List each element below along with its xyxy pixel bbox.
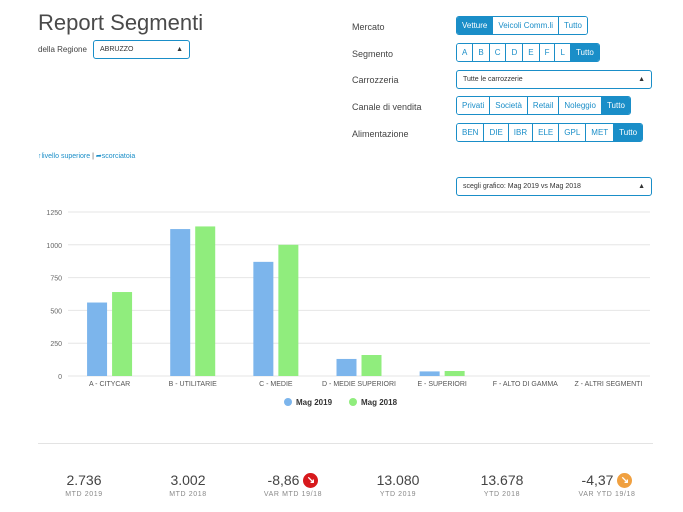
region-select[interactable]: ABRUZZO ▲︎: [93, 40, 190, 59]
carrozzeria-select[interactable]: Tutte le carrozzerie ▲︎: [456, 70, 652, 89]
chart-type-select-value: scegli grafico: Mag 2019 vs Mag 2018: [463, 183, 581, 190]
x-tick-label: B - UTILITARIE: [169, 381, 217, 388]
alimentazione-option-die[interactable]: DIE: [484, 124, 509, 141]
legend-marker: [349, 398, 357, 406]
x-tick-label: C - MEDIE: [259, 381, 293, 388]
chevron-updown-icon: ▲︎: [638, 183, 645, 190]
segmento-option-e[interactable]: E: [523, 44, 540, 61]
kpi-value: 3.002: [170, 472, 206, 488]
segmento-option-f[interactable]: F: [539, 44, 556, 61]
alimentazione-option-ben[interactable]: BEN: [457, 124, 485, 141]
alimentazione-option-tutto[interactable]: Tutto: [614, 124, 643, 141]
segmento-option-b[interactable]: B: [473, 44, 490, 61]
kpi-ytd-2018: 13.678 YTD 2018: [452, 472, 552, 498]
kpi-label: MTD 2018: [169, 491, 207, 498]
share-icon: ➦: [95, 153, 102, 160]
bar-mag-2019: [253, 261, 274, 376]
kpi-mtd-2018: 3.002 MTD 2018: [138, 472, 238, 498]
legend-label: Mag 2019: [296, 398, 333, 407]
mercato-option-tutto[interactable]: Tutto: [559, 17, 587, 34]
filter-label-mercato: Mercato: [352, 22, 385, 32]
filter-label-alimentazione: Alimentazione: [352, 129, 409, 139]
region-select-value: ABRUZZO: [100, 46, 134, 53]
filter-label-segmento: Segmento: [352, 49, 394, 59]
x-tick-label: Z - ALTRI SEGMENTI: [574, 381, 642, 388]
canale-option-tutto[interactable]: Tutto: [601, 97, 630, 114]
segmento-option-tutto[interactable]: Tutto: [570, 44, 599, 61]
kpi-value: 13.080: [376, 472, 420, 488]
y-tick-label: 0: [58, 374, 62, 381]
kpi-var-mtd: -8,86 ↘ VAR MTD 19/18: [243, 472, 343, 498]
segmento-option-c[interactable]: C: [489, 44, 507, 61]
kpi-mtd-2019: 2.736 MTD 2019: [34, 472, 134, 498]
y-tick-label: 1000: [46, 243, 62, 250]
kpi-label: VAR YTD 19/18: [578, 491, 636, 498]
canale-option-noleggio[interactable]: Noleggio: [559, 97, 602, 114]
segmento-button-group: A B C D E F L Tutto: [456, 43, 600, 62]
bar-mag-2018: [361, 355, 382, 376]
x-tick-label: A - CITYCAR: [89, 381, 130, 388]
mercato-option-vetture[interactable]: Vetture: [457, 17, 494, 34]
bar-mag-2019: [336, 358, 357, 376]
bar-mag-2018: [444, 371, 465, 376]
mercato-option-veicoli-comm-li[interactable]: Veicoli Comm.li: [493, 17, 560, 34]
kpi-value: 2.736: [66, 472, 102, 488]
kpi-var-ytd: -4,37 ↘ VAR YTD 19/18: [557, 472, 657, 498]
arrow-down-right-icon: ↘: [617, 472, 633, 488]
bar-mag-2018: [195, 226, 216, 376]
kpi-value: -4,37: [581, 472, 614, 488]
filter-label-carrozzeria: Carrozzeria: [352, 75, 399, 85]
kpi-label: YTD 2018: [483, 491, 521, 498]
link-separator: |: [92, 153, 94, 160]
level-up-icon: ↑: [38, 153, 42, 160]
canale-option-retail[interactable]: Retail: [527, 97, 560, 114]
kpi-label: YTD 2019: [379, 491, 417, 498]
canale-button-group: Privati Società Retail Noleggio Tutto: [456, 96, 631, 115]
bar-chart: 0 250 500 750 1000 1250 A - CITYCAR B - UTILITA…: [46, 210, 650, 407]
page-title: Report Segmenti: [38, 10, 204, 35]
arrow-down-right-icon: ↘: [303, 472, 319, 488]
bar-mag-2019: [87, 302, 108, 376]
region-label: della Regione: [38, 45, 87, 54]
link-scorciatoia[interactable]: scorciatoia: [101, 153, 136, 160]
y-tick-label: 500: [50, 308, 62, 315]
kpi-value: 13.678: [480, 472, 524, 488]
segmento-option-l[interactable]: L: [555, 44, 571, 61]
x-tick-label: F - ALTO DI GAMMA: [493, 381, 558, 388]
kpi-value: -8,86: [267, 472, 300, 488]
y-tick-label: 750: [50, 276, 62, 283]
nav-links: ↑livello superiore | ➦scorciatoia: [38, 152, 135, 160]
mercato-button-group: Vetture Veicoli Comm.li Tutto: [456, 16, 588, 35]
alimentazione-option-ibr[interactable]: IBR: [508, 124, 534, 141]
alimentazione-option-gpl[interactable]: GPL: [559, 124, 587, 141]
bar-mag-2019: [419, 371, 440, 376]
canale-option-societ-[interactable]: Società: [490, 97, 528, 114]
bar-mag-2018: [112, 292, 133, 376]
filter-label-canale: Canale di vendita: [352, 102, 422, 112]
chevron-updown-icon: ▲︎: [176, 46, 183, 53]
alimentazione-option-met[interactable]: MET: [586, 124, 615, 141]
legend-marker: [284, 398, 292, 406]
bar-mag-2018: [278, 244, 299, 376]
legend-label: Mag 2018: [361, 398, 398, 407]
x-tick-label: E - SUPERIORI: [417, 381, 466, 388]
y-tick-label: 1250: [46, 210, 62, 217]
alimentazione-button-group: BEN DIE IBR ELE GPL MET Tutto: [456, 123, 644, 142]
kpi-ytd-2019: 13.080 YTD 2019: [348, 472, 448, 498]
x-tick-label: D - MEDIE SUPERIORI: [322, 381, 396, 388]
kpi-label: VAR MTD 19/18: [263, 491, 323, 498]
segmento-option-d[interactable]: D: [506, 44, 524, 61]
alimentazione-option-ele[interactable]: ELE: [533, 124, 560, 141]
canale-option-privati[interactable]: Privati: [457, 97, 491, 114]
bar-mag-2019: [170, 229, 191, 376]
chevron-updown-icon: ▲︎: [638, 76, 645, 83]
carrozzeria-select-value: Tutte le carrozzerie: [463, 76, 523, 83]
y-tick-label: 250: [50, 341, 62, 348]
kpi-label: MTD 2019: [65, 491, 103, 498]
divider: [38, 443, 653, 444]
link-livello-superiore[interactable]: livello superiore: [41, 153, 91, 160]
segmento-option-a[interactable]: A: [457, 44, 474, 61]
chart-type-select[interactable]: scegli grafico: Mag 2019 vs Mag 2018 ▲︎: [456, 177, 652, 196]
